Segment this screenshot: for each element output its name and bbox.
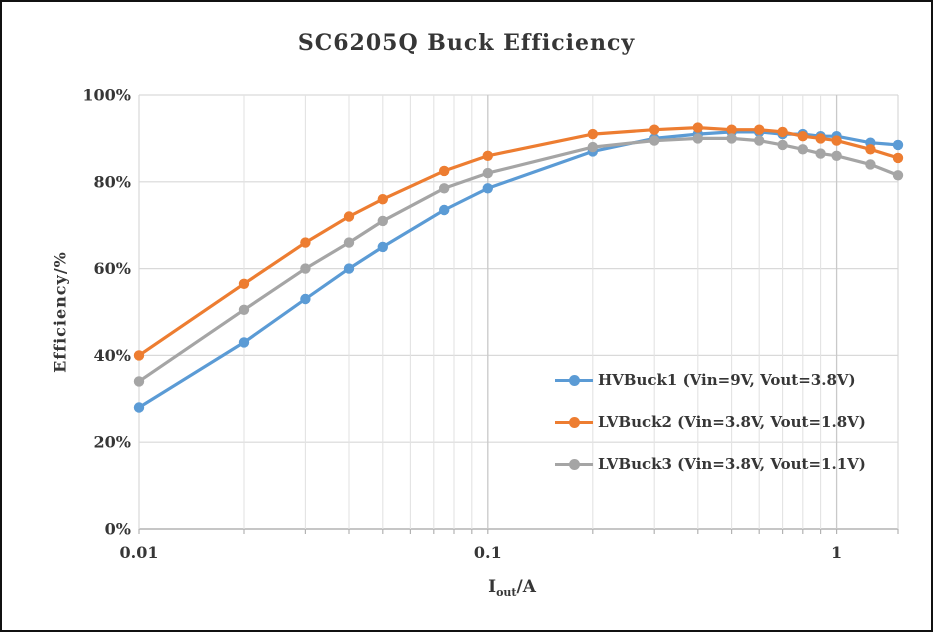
data-point-marker [649,135,660,146]
y-tick-label: 40% [94,346,131,365]
data-point-marker [892,139,904,151]
series-lvbuck2 [133,122,904,361]
legend-marker-hvbuck1-icon [555,374,593,386]
legend-label-lvbuck2: LVBuck2 (Vin=3.8V, Vout=1.8V) [598,413,866,431]
data-point-marker [692,133,703,144]
data-point-marker [133,350,145,361]
data-point-marker [343,237,355,248]
x-tick-label: 0.1 [474,543,502,562]
data-point-marker [831,150,842,161]
legend-marker-lvbuck3-icon [555,458,593,470]
data-point-marker [892,170,904,181]
data-point-marker [377,241,388,253]
data-point-marker [649,124,660,135]
x-axis-title-symbol: I [488,576,497,597]
data-point-marker [482,167,493,179]
chart-title: SC6205Q Buck Efficiency [297,30,636,56]
x-tick-label: 1 [831,543,842,562]
data-point-marker [377,194,388,205]
data-point-marker [238,304,250,315]
legend-label-lvbuck3: LVBuck3 (Vin=3.8V, Vout=1.1V) [598,455,866,473]
data-point-marker [865,144,876,155]
y-axis-tick-labels: 0% 20% 40% 60% 80% 100% [82,86,131,539]
series-line-lvbuck2 [137,126,900,357]
x-axis-title-subscript: out [496,586,517,600]
data-point-marker [439,165,450,177]
x-axis-title-unit: /A [516,576,536,597]
data-point-marker [587,128,598,140]
data-point-marker [133,402,145,413]
legend-item-hvbuck1: HVBuck1 (Vin=9V, Vout=3.8V) [555,366,866,394]
data-point-marker [343,263,355,274]
data-point-marker [892,152,904,164]
data-point-marker [482,150,493,161]
data-point-marker [754,124,765,135]
data-point-marker [300,237,311,248]
data-point-marker [300,293,311,305]
data-point-marker [587,141,598,153]
data-point-marker [377,215,388,227]
data-point-marker [482,183,493,194]
data-point-marker [777,126,788,138]
data-point-marker [797,131,808,142]
legend-item-lvbuck2: LVBuck2 (Vin=3.8V, Vout=1.8V) [555,408,866,436]
y-tick-label: 80% [94,172,131,191]
legend: HVBuck1 (Vin=9V, Vout=3.8V) LVBuck2 (Vin… [555,366,866,492]
data-point-marker [300,263,311,274]
x-axis-ticks [138,529,899,534]
data-point-marker [439,204,450,216]
legend-dot-swatch [569,459,580,470]
data-point-marker [692,122,703,133]
data-point-marker [754,135,765,146]
y-tick-label: 20% [94,433,131,452]
legend-label-hvbuck1: HVBuck1 (Vin=9V, Vout=3.8V) [598,371,856,389]
series-line-lvbuck3 [137,136,900,383]
data-point-marker [726,124,737,135]
series-lvbuck3 [133,133,904,387]
legend-item-lvbuck3: LVBuck3 (Vin=3.8V, Vout=1.1V) [555,450,866,478]
data-point-marker [238,337,250,348]
data-point-marker [831,135,842,146]
x-tick-label: 0.01 [120,543,159,562]
data-point-marker [797,144,808,155]
x-axis-title: Iout/A [488,577,536,599]
data-point-marker [238,278,250,289]
data-point-marker [815,148,826,159]
legend-marker-lvbuck2-icon [555,416,593,428]
y-tick-label: 0% [105,520,131,539]
data-point-marker [343,211,355,222]
data-point-marker [439,183,450,194]
data-point-marker [865,159,876,170]
legend-dot-swatch [569,417,580,428]
data-point-marker [726,133,737,144]
data-point-marker [777,139,788,151]
data-point-marker [133,376,145,387]
y-tick-label: 100% [82,86,131,105]
x-axis-tick-labels: 0.01 0.1 1 [120,543,843,562]
legend-dot-swatch [569,375,580,386]
gridlines [138,94,899,530]
data-point-marker [815,133,826,144]
y-tick-label: 60% [94,259,131,278]
